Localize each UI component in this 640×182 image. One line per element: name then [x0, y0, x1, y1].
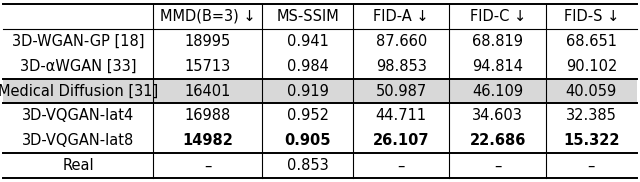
Text: 0.952: 0.952 [287, 108, 328, 123]
Text: 3D-VQGAN-lat8: 3D-VQGAN-lat8 [22, 133, 134, 148]
Bar [3, 78, 637, 104]
Text: 22.686: 22.686 [470, 133, 526, 148]
Text: 0.853: 0.853 [287, 158, 328, 173]
Text: Medical Diffusion [31]: Medical Diffusion [31] [0, 84, 158, 98]
Text: FID-S ↓: FID-S ↓ [564, 9, 619, 24]
Text: MMD(B=3) ↓: MMD(B=3) ↓ [160, 9, 255, 24]
Text: 98.853: 98.853 [376, 59, 427, 74]
Text: 15.322: 15.322 [563, 133, 620, 148]
Text: –: – [397, 158, 405, 173]
Text: 0.919: 0.919 [287, 84, 328, 98]
Text: 26.107: 26.107 [373, 133, 429, 148]
Text: 34.603: 34.603 [472, 108, 523, 123]
Text: 68.651: 68.651 [566, 34, 617, 49]
Text: 50.987: 50.987 [376, 84, 427, 98]
Text: –: – [204, 158, 211, 173]
Text: 68.819: 68.819 [472, 34, 523, 49]
Text: 44.711: 44.711 [376, 108, 427, 123]
Text: 32.385: 32.385 [566, 108, 617, 123]
Text: –: – [494, 158, 501, 173]
Text: 0.941: 0.941 [287, 34, 328, 49]
Text: 46.109: 46.109 [472, 84, 524, 98]
Text: 16988: 16988 [184, 108, 231, 123]
Text: MS-SSIM: MS-SSIM [276, 9, 339, 24]
Text: FID-A ↓: FID-A ↓ [374, 9, 429, 24]
Text: 0.905: 0.905 [284, 133, 331, 148]
Text: 3D-VQGAN-lat4: 3D-VQGAN-lat4 [22, 108, 134, 123]
Text: 87.660: 87.660 [376, 34, 427, 49]
Text: Real: Real [63, 158, 94, 173]
Text: 40.059: 40.059 [566, 84, 617, 98]
Text: 15713: 15713 [184, 59, 231, 74]
Text: 16401: 16401 [184, 84, 231, 98]
Text: 3D-WGAN-GP [18]: 3D-WGAN-GP [18] [12, 34, 145, 49]
Text: 18995: 18995 [184, 34, 231, 49]
Text: 3D-αWGAN [33]: 3D-αWGAN [33] [20, 59, 136, 74]
Text: FID-C ↓: FID-C ↓ [470, 9, 526, 24]
Text: 0.984: 0.984 [287, 59, 328, 74]
Text: 90.102: 90.102 [566, 59, 617, 74]
Text: 94.814: 94.814 [472, 59, 523, 74]
Text: –: – [588, 158, 595, 173]
Text: 14982: 14982 [182, 133, 233, 148]
